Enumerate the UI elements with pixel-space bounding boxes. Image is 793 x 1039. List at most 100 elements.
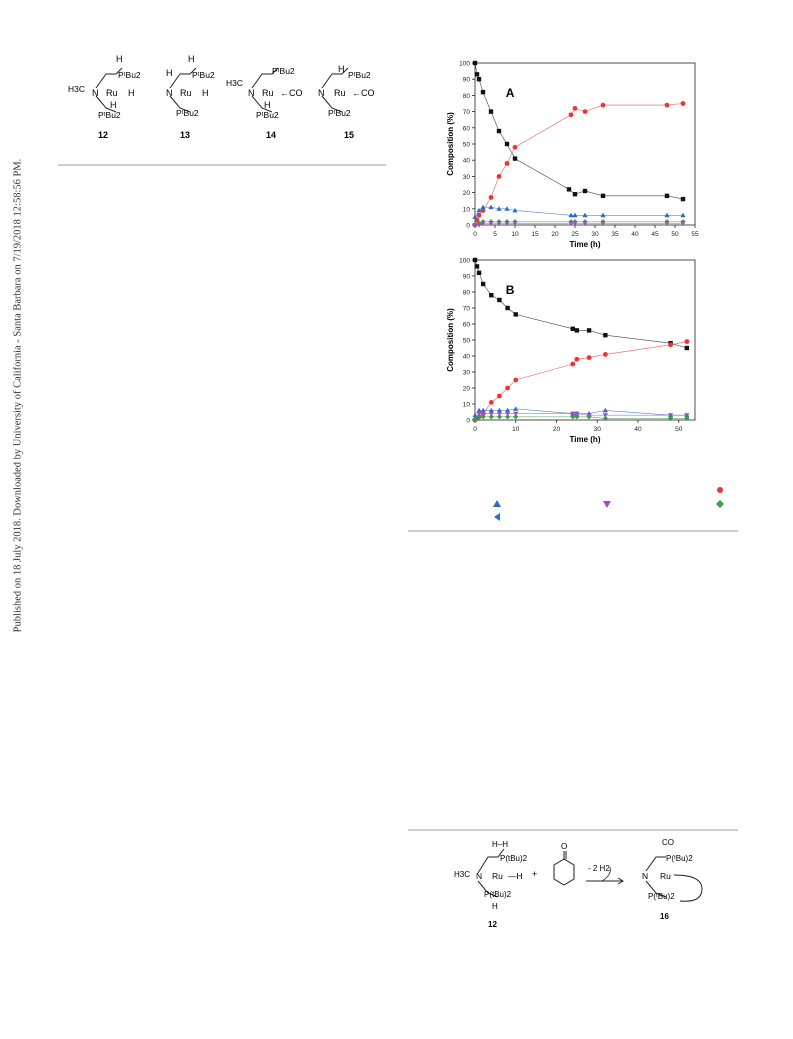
s-right-p1: P(ᵗBu)2 [666, 854, 693, 863]
data-point [504, 414, 511, 420]
s14-p-bottom: PᵗBu2 [256, 110, 279, 120]
s13-p-bottom: PᵗBu2 [176, 108, 199, 118]
s14-p-top: PᵗBu2 [272, 66, 295, 76]
y-tick-label: 60 [463, 322, 471, 329]
data-point [582, 221, 588, 226]
data-point [570, 326, 575, 331]
y-tick-label: 40 [463, 354, 471, 361]
y-tick-label: 100 [459, 258, 470, 265]
y-tick-label: 0 [466, 418, 470, 425]
data-point [474, 72, 480, 77]
s12-n: N [92, 88, 99, 98]
data-point [668, 342, 673, 348]
data-point [476, 223, 482, 228]
structure-12: H PᵗBu2 H3C N Ru H H PᵗBu2 12 [68, 54, 141, 140]
data-point [476, 411, 482, 417]
data-point [680, 101, 686, 106]
data-point [572, 212, 578, 218]
data-point [504, 206, 510, 211]
data-point [497, 393, 502, 399]
data-point [602, 413, 608, 418]
s13-label: 13 [180, 130, 190, 140]
data-point [603, 333, 608, 338]
s15-p-bottom: PᵗBu2 [328, 108, 351, 118]
data-point [488, 411, 494, 417]
y-tick-label: 90 [463, 77, 471, 84]
x-tick-label: 45 [651, 231, 659, 238]
data-point [476, 270, 482, 275]
panel-label: A [506, 86, 515, 100]
s15-p-top: PᵗBu2 [348, 70, 371, 80]
data-point [472, 60, 478, 66]
scheme-complex-12: H–H P(tBu)2 H3C N Ru —H P(tBu)2 H 12 [454, 840, 528, 929]
data-point [480, 411, 486, 417]
series-triangle-down [472, 221, 686, 228]
scheme-label-16: 16 [660, 912, 669, 921]
y-tick-label: 60 [463, 125, 471, 132]
y-axis-label: Composition (%) [446, 112, 455, 176]
s13-p-top: PᵗBu2 [192, 70, 215, 80]
s12-h-bottom: H [110, 100, 117, 110]
data-point [602, 352, 608, 357]
s-left-p1: P(tBu)2 [500, 854, 528, 863]
s15-co: ←CO [352, 88, 375, 98]
data-point [488, 414, 494, 420]
data-point [505, 305, 510, 311]
series-circle [472, 101, 686, 228]
s-left-hbot: H [492, 902, 498, 911]
x-axis-label: Time (h) [570, 435, 601, 444]
scheme-plus: + [532, 869, 537, 879]
data-point [513, 377, 519, 383]
data-point [505, 385, 510, 391]
right-figure-rule-2 [408, 829, 738, 831]
reaction-scheme: H–H P(tBu)2 H3C N Ru —H P(tBu)2 H 12 + O… [454, 838, 703, 929]
data-point [600, 193, 606, 199]
x-tick-label: 0 [473, 231, 477, 238]
s13-h-left: H [166, 68, 173, 78]
x-tick-label: 20 [553, 426, 561, 433]
download-notice-text: Published on 18 July 2018. Downloaded by… [12, 158, 24, 633]
structure-14: PᵗBu2 H3C N Ru ←CO H PᵗBu2 14 [226, 66, 303, 140]
data-point [472, 214, 478, 219]
s-right-p2: P(ᵗBu)2 [648, 892, 675, 901]
series-square [472, 60, 686, 202]
data-point [586, 328, 592, 333]
legend-marker-triangle-down [603, 501, 611, 508]
y-tick-label: 50 [463, 338, 471, 345]
data-point [496, 174, 502, 179]
data-point [680, 221, 686, 226]
y-tick-label: 10 [463, 206, 471, 213]
s13-n: N [166, 88, 173, 98]
s-right-ru: Ru [660, 871, 671, 881]
data-point [480, 221, 486, 226]
data-point [568, 112, 574, 118]
s15-ru: Ru [334, 88, 346, 98]
s-left-h: —H [508, 871, 523, 881]
data-point [680, 212, 686, 218]
s-right-co: CO [662, 838, 674, 847]
data-point [476, 77, 482, 82]
y-tick-label: 40 [463, 158, 471, 165]
data-point [488, 407, 494, 413]
data-point [572, 221, 578, 226]
x-tick-label: 5 [493, 231, 497, 238]
right-figure-rule-1 [408, 530, 738, 532]
data-point [504, 161, 510, 166]
data-point [513, 312, 518, 317]
data-point [572, 192, 578, 197]
scheme-complex-16: CO P(ᵗBu)2 N Ru P(ᵗBu)2 16 [642, 838, 703, 921]
arrow-text: - 2 H2 [588, 864, 610, 873]
data-point [570, 414, 576, 420]
data-point [574, 411, 580, 417]
x-tick-label: 40 [634, 426, 642, 433]
data-point [496, 128, 502, 134]
data-point [600, 212, 606, 218]
series-triangle-up [472, 204, 686, 219]
data-point [489, 293, 494, 298]
data-point [504, 407, 511, 413]
data-point [680, 196, 686, 202]
y-tick-label: 50 [463, 142, 471, 149]
s12-label: 12 [98, 130, 108, 140]
data-point [513, 414, 519, 420]
s14-h-bottom: H [264, 100, 271, 110]
